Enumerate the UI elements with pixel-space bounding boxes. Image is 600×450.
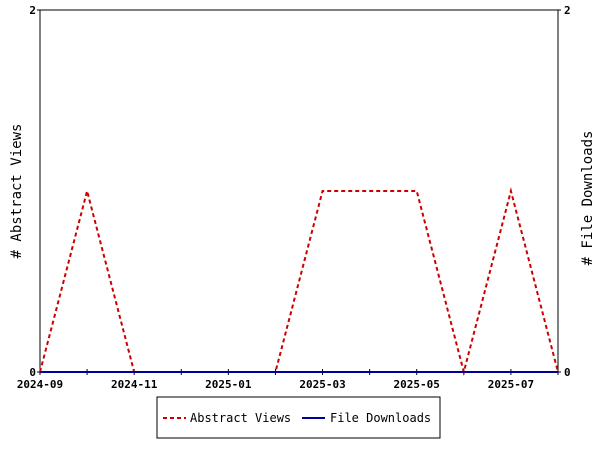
x-axis-labels: 2024-09 2024-11 2025-01 2025-03 2025-05 2025-… — [17, 378, 534, 391]
y-right-axis-title: # File Downloads — [580, 131, 596, 266]
y-right-tick-bottom: 0 — [564, 366, 571, 379]
legend: Abstract Views File Downloads — [156, 396, 441, 439]
x-tick-label-2024-09: 2024-09 — [17, 378, 63, 391]
x-axis-ticks — [37, 9, 561, 375]
y-right-tick-top: 2 — [564, 4, 571, 17]
x-tick-label-2025-07: 2025-07 — [488, 378, 534, 391]
x-tick-label-2024-11: 2024-11 — [111, 378, 158, 391]
series-group — [39, 187, 559, 376]
x-tick-label-2025-01: 2025-01 — [205, 378, 252, 391]
x-tick-label-2025-03: 2025-03 — [299, 378, 345, 391]
legend-box — [156, 396, 441, 439]
y-left-axis-title: # Abstract Views — [9, 124, 25, 259]
legend-label-file-downloads: File Downloads — [330, 411, 431, 425]
series-line-abstract-views — [39, 187, 559, 376]
x-tick-label-2025-05: 2025-05 — [394, 378, 440, 391]
plot-area — [39, 9, 559, 373]
y-left-tick-top: 2 — [29, 4, 36, 17]
legend-label-abstract-views: Abstract Views — [190, 411, 291, 425]
y-left-tick-bottom: 0 — [29, 366, 36, 379]
